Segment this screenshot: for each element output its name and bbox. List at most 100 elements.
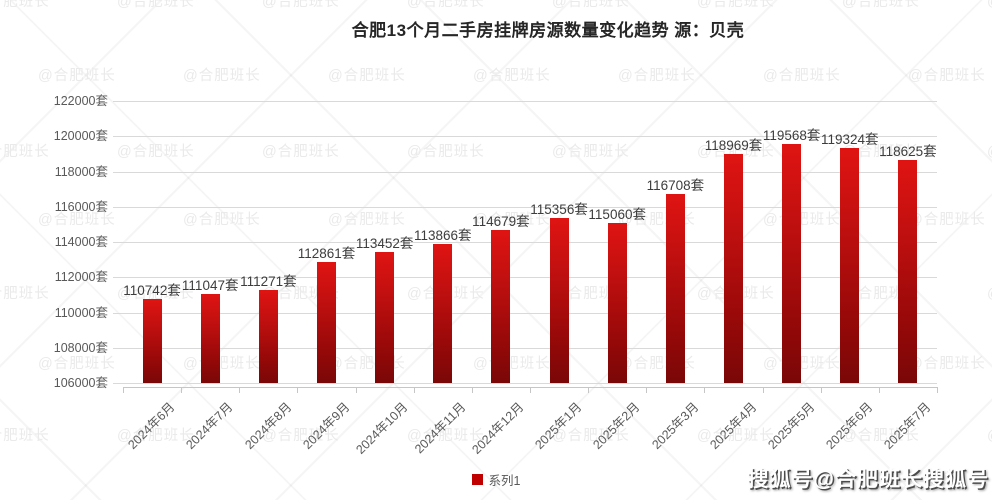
data-label: 118625套 xyxy=(879,144,937,160)
watermark-text: @合肥班长 xyxy=(987,0,992,11)
x-axis-tick xyxy=(588,387,590,393)
x-axis-label: 2024年8月 xyxy=(241,399,295,452)
watermark-text: @合肥班长 xyxy=(328,68,406,84)
watermark-text: @合肥班长 xyxy=(0,428,50,444)
y-axis-tick xyxy=(113,171,123,173)
x-axis-tick xyxy=(297,387,299,393)
bar-2025年5月 xyxy=(782,143,802,383)
bar-2025年2月 xyxy=(607,223,627,383)
data-label: 113452套 xyxy=(355,235,414,251)
y-axis-label: 112000套 xyxy=(54,270,108,285)
data-label: 110742套 xyxy=(123,283,181,299)
bar-2024年6月 xyxy=(142,299,162,383)
plot-area xyxy=(123,101,937,384)
data-label: 115356套 xyxy=(530,202,588,218)
x-axis-tick xyxy=(937,387,938,393)
data-label: 111047套 xyxy=(181,278,239,294)
y-axis-tick xyxy=(113,383,123,384)
gridline xyxy=(123,171,937,173)
x-axis-tick xyxy=(355,387,357,393)
y-axis-tick xyxy=(113,312,123,314)
x-axis-label: 2024年6月 xyxy=(125,399,178,452)
chart-title: 合肥13个月二手房挂牌房源数量变化趋势 源：贝壳 xyxy=(351,21,745,40)
x-axis-tick xyxy=(704,387,706,393)
x-axis-label: 2025年5月 xyxy=(765,399,818,452)
watermark-text: @合肥班长 xyxy=(763,68,841,84)
data-label: 113866套 xyxy=(414,228,472,244)
gridline xyxy=(123,347,937,349)
bar-2025年3月 xyxy=(665,194,685,383)
x-axis-label: 2025年2月 xyxy=(590,399,643,452)
x-axis-tick xyxy=(646,387,648,393)
bar-2024年10月 xyxy=(375,251,395,383)
x-axis-label: 2024年11月 xyxy=(412,399,469,457)
y-axis-tick xyxy=(113,206,123,208)
sohu-watermark-text: 搜狐号@合肥班长搜狐号 xyxy=(747,468,989,491)
x-axis-label: 2025年1月 xyxy=(532,399,585,452)
gridline xyxy=(123,101,937,102)
y-axis-label: 118000套 xyxy=(54,164,108,179)
x-axis-tick xyxy=(878,387,880,393)
y-axis-tick xyxy=(113,347,123,349)
y-axis-label: 116000套 xyxy=(54,199,108,214)
bar-2024年11月 xyxy=(433,244,453,383)
y-axis-tick xyxy=(113,242,123,243)
data-label: 119568套 xyxy=(762,127,821,143)
gridline xyxy=(123,312,937,314)
x-axis-label: 2024年12月 xyxy=(469,399,527,457)
x-axis-label: 2025年7月 xyxy=(881,399,934,452)
y-axis-label: 120000套 xyxy=(53,129,108,144)
data-label: 114679套 xyxy=(472,214,530,230)
watermark-text: @合肥班长 xyxy=(618,68,696,84)
x-axis-tick xyxy=(762,387,764,393)
watermark-text: @合肥班长 xyxy=(183,68,261,84)
x-axis-tick xyxy=(413,387,415,393)
bar-2025年4月 xyxy=(724,154,743,383)
gridline xyxy=(123,206,937,208)
bar-2024年12月 xyxy=(491,230,511,383)
data-label: 119324套 xyxy=(821,132,879,148)
x-axis-tick xyxy=(181,387,183,393)
watermark-text: @合肥班长 xyxy=(987,282,992,303)
x-axis-label: 2025年6月 xyxy=(823,399,876,452)
x-axis-tick xyxy=(820,387,822,393)
bar-2025年6月 xyxy=(840,148,860,383)
legend-label-series1: 系列1 xyxy=(488,474,521,488)
y-axis-tick xyxy=(113,277,123,279)
x-axis-tick xyxy=(471,387,473,393)
bar-2024年8月 xyxy=(258,290,278,383)
x-axis-label: 2024年10月 xyxy=(353,399,411,457)
y-axis-label: 106000套 xyxy=(53,376,108,390)
gridline xyxy=(123,136,937,138)
watermark-text: @合肥班长 xyxy=(407,0,485,10)
bar-2025年7月 xyxy=(898,160,918,383)
x-axis-label: 2025年3月 xyxy=(648,399,702,452)
watermark-text: @合肥班长 xyxy=(552,0,630,10)
gridline xyxy=(123,242,937,243)
legend-swatch-series1 xyxy=(471,474,483,485)
x-axis-label: 2024年9月 xyxy=(300,399,353,452)
watermark-text: @合肥班长 xyxy=(987,140,992,161)
data-label: 111271套 xyxy=(240,274,297,290)
data-label: 115060套 xyxy=(588,207,646,223)
watermark-text: @合肥班长 xyxy=(908,68,986,84)
watermark-text: @合肥班长 xyxy=(842,0,920,10)
y-axis-tick xyxy=(113,101,123,102)
watermark-text: @合肥班长 xyxy=(117,0,195,10)
chart-legend: 系列1 xyxy=(0,470,992,489)
gridline xyxy=(123,277,937,279)
data-label: 112861套 xyxy=(297,246,356,262)
x-axis-tick xyxy=(530,387,531,393)
y-axis-label: 110000套 xyxy=(54,305,108,320)
watermark-text: @合肥班长 xyxy=(38,68,116,84)
data-label: 118969套 xyxy=(704,138,763,154)
gridline xyxy=(123,383,937,384)
watermark-text: @合肥班长 xyxy=(473,68,551,84)
y-axis-label: 114000套 xyxy=(54,235,108,249)
bar-2025年1月 xyxy=(549,218,569,383)
watermark-text: @合肥班长 xyxy=(0,0,50,10)
x-axis-label: 2025年4月 xyxy=(707,399,760,452)
x-axis-tick xyxy=(239,387,241,393)
x-axis-label: 2024年7月 xyxy=(183,399,236,452)
